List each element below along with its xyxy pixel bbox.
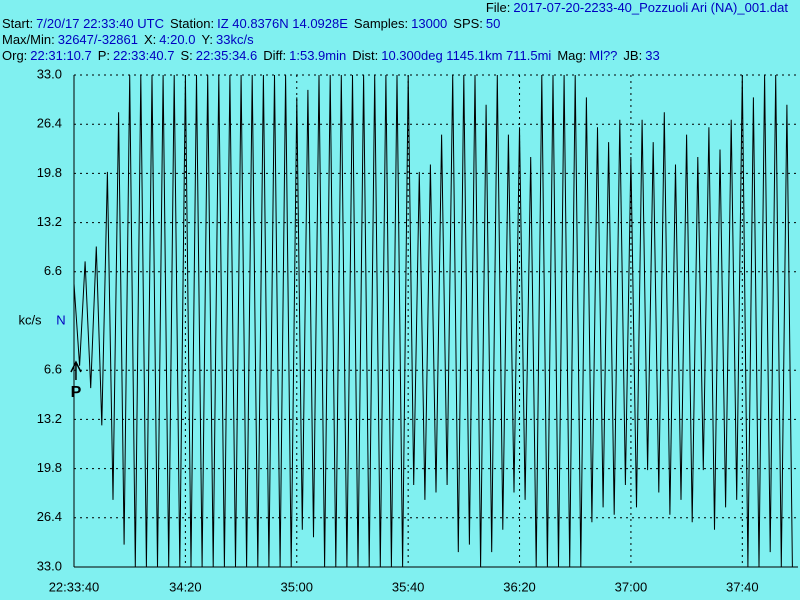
info-line: Start: 7/20/17 22:33:40 UTC Station: IZ 40.…	[0, 16, 800, 32]
field-value: 1:53.9min	[289, 48, 347, 63]
y-tick-label: 33.0	[37, 558, 62, 573]
y-axis-label: kc/s	[18, 312, 42, 327]
p-label: P	[71, 384, 82, 401]
field-label: P:	[97, 48, 111, 63]
y-tick-label: 26.4	[37, 509, 62, 524]
info-line: Org: 22:31:10.7 P: 22:33:40.7 S: 22:35:34.6 Di…	[0, 48, 800, 64]
y-tick-label: 13.2	[37, 214, 62, 229]
header: File: 2017-07-20-2233-40_Pozzuoli Ari (NA…	[0, 0, 800, 64]
y-tick-label: 19.8	[37, 165, 62, 180]
field-label: X:	[143, 32, 157, 47]
y-tick-label: 26.4	[37, 116, 62, 131]
x-tick-label: 34:20	[169, 579, 202, 594]
field-label: Max/Min:	[2, 32, 55, 47]
field-label: Samples:	[353, 16, 409, 31]
field-value: IZ 40.8376N 14.0928E	[217, 16, 348, 31]
field-label: Y:	[201, 32, 214, 47]
x-tick-label: 37:40	[726, 579, 759, 594]
x-tick-label: 36:20	[503, 579, 536, 594]
field-label: JB:	[623, 48, 643, 63]
x-tick-label: 35:40	[392, 579, 425, 594]
x-tick-label: 22:33:40	[49, 579, 100, 594]
x-tick-label: 35:00	[280, 579, 313, 594]
field-label: Dist:	[352, 48, 379, 63]
field-value: 7/20/17 22:33:40 UTC	[36, 16, 164, 31]
field-value: 22:33:40.7	[113, 48, 175, 63]
p-arrow	[70, 360, 82, 380]
field-value: 33	[645, 48, 660, 63]
x-tick-label: 37:00	[615, 579, 648, 594]
field-value: 13000	[411, 16, 448, 31]
y-tick-label: 6.6	[44, 263, 62, 278]
field-value: 22:35:34.6	[195, 48, 258, 63]
info-line: Max/Min: 32647/-32861 X: 4:20.0 Y: 33kc/s	[0, 32, 800, 48]
field-value: 2017-07-20-2233-40_Pozzuoli Ari (NA)_001…	[513, 0, 788, 15]
field-label: Diff:	[263, 48, 287, 63]
field-label: S:	[180, 48, 193, 63]
field-value: 4:20.0	[159, 32, 196, 47]
field-label: File:	[485, 0, 511, 15]
field-label: Org:	[2, 48, 28, 63]
field-value: 22:31:10.7	[30, 48, 92, 63]
field-value: 10.300deg 1145.1km 711.5mi	[381, 48, 552, 63]
trace	[73, 74, 793, 568]
file-line: File: 2017-07-20-2233-40_Pozzuoli Ari (NA…	[0, 0, 800, 16]
field-label: Start:	[2, 16, 34, 31]
y-tick-label: 13.2	[37, 411, 62, 426]
y-tick-label: 6.6	[44, 362, 62, 377]
field-value: 50	[485, 16, 501, 31]
zero-label: N	[56, 312, 65, 327]
y-tick-label: 19.8	[37, 460, 62, 475]
field-label: SPS:	[453, 16, 483, 31]
field-label: Mag:	[557, 48, 587, 63]
field-value: 32647/-32861	[57, 32, 138, 47]
field-label: Station:	[170, 16, 215, 31]
y-tick-label: 33.0	[37, 66, 62, 81]
field-value: Ml??	[589, 48, 618, 63]
field-value: 33kc/s	[216, 32, 254, 47]
